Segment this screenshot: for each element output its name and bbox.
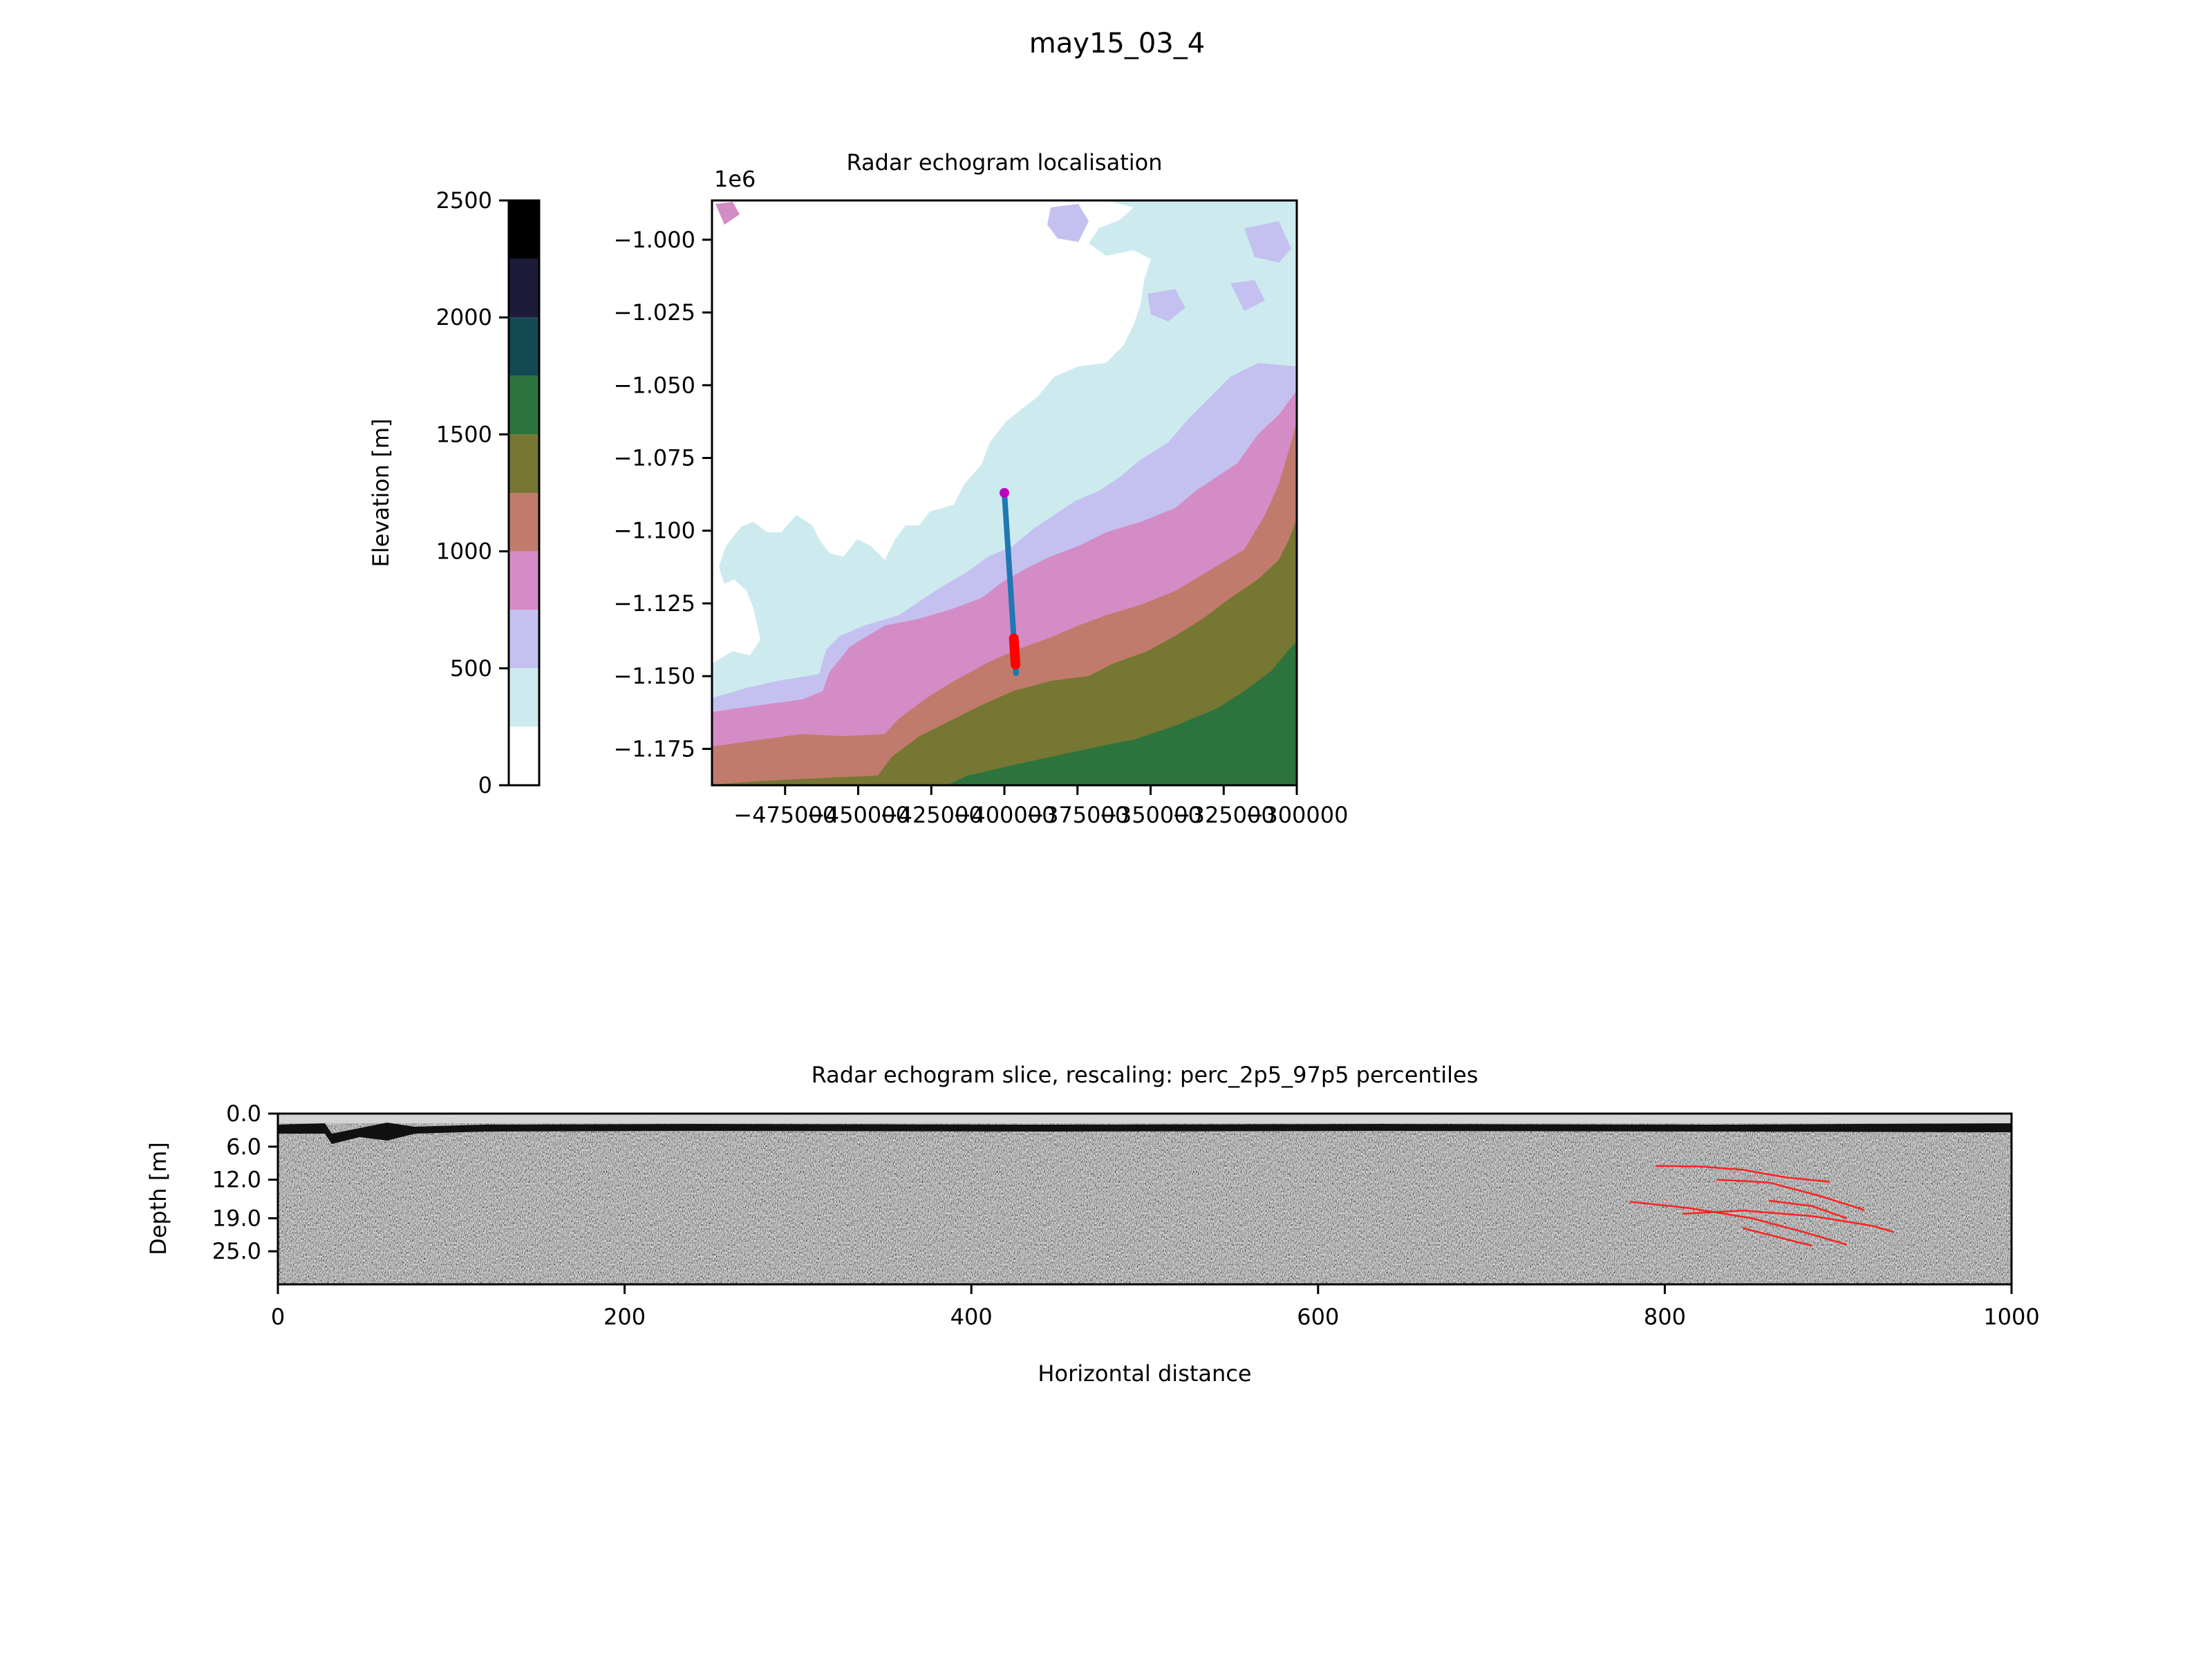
map-x-tick-label: −300000 [1246,802,1349,828]
echogram-y-tick-label: 6.0 [226,1134,261,1160]
map-y-tick-label: −1.125 [614,590,695,617]
map-island-4 [1230,280,1265,311]
colorbar-tick-label: 0 [478,772,492,798]
map-x-tick-label: −400000 [953,802,1056,828]
echogram-picked-layer-4 [1742,1227,1812,1247]
echogram-picked-layers [1630,1165,1894,1247]
map-x-tick-label: −475000 [733,802,836,828]
colorbar-ticks: 0 500 1000 1500 2000 2500 [436,187,509,798]
map-radar-track-start-marker [1000,488,1009,498]
map-island-3 [1147,289,1185,321]
map-y-tick-label: −1.000 [614,227,695,253]
map-x-tick-label: −350000 [1099,802,1202,828]
map-band-1500-1750 [947,641,1297,785]
colorbar-tick-label: 2000 [436,304,492,330]
colorbar-tick-label: 2500 [436,187,492,214]
echogram-near-surface [278,1114,2012,1123]
echogram-plot-area [278,1114,2012,1284]
echogram-x-ticks: 0 200 400 600 800 1000 [271,1284,2040,1330]
echogram-picked-layer-1 [1716,1179,1865,1211]
map-x-tick-label: −450000 [807,802,910,828]
colorbar-bin-5 [509,434,539,493]
colorbar-bins [509,200,539,785]
map-axes: Radar echogram localisation 1e6 −475000−… [614,149,1349,828]
map-y-tick-label: −1.050 [614,372,695,398]
colorbar-tick-label: 500 [450,655,492,682]
colorbar-bin-9 [509,200,539,259]
map-x-tick-label: −375000 [1026,802,1129,828]
echogram-ylabel: Depth [m] [145,1142,171,1255]
map-y-tick-label: −1.100 [614,518,695,544]
map-y-offset-text: 1e6 [714,166,756,192]
echogram-x-tick-label: 0 [271,1304,285,1330]
map-radar-track-highlight [1009,633,1021,670]
echogram-axes: Radar echogram slice, rescaling: perc_2p… [145,1062,2040,1387]
map-island-2 [1244,221,1291,263]
echogram-x-tick-label: 400 [950,1304,993,1330]
map-x-tick-label: −425000 [880,802,983,828]
colorbar: 0 500 1000 1500 2000 2500 Elevation [m] [368,187,541,798]
colorbar-bin-6 [509,375,539,435]
echogram-x-tick-label: 200 [603,1304,646,1330]
echogram-xlabel: Horizontal distance [1038,1360,1251,1387]
echogram-x-tick-label: 1000 [1983,1304,2039,1330]
map-x-tick-label: −325000 [1172,802,1275,828]
echogram-picked-layer-0 [1656,1165,1830,1183]
echogram-picked-layer-3 [1682,1209,1894,1233]
echogram-picked-layer-2 [1630,1201,1848,1246]
map-y-tick-label: −1.075 [614,444,695,471]
map-y-tick-label: −1.150 [614,663,695,689]
colorbar-frame [507,199,541,787]
figure-title: may15_03_4 [1029,28,1205,59]
colorbar-bin-1 [509,668,539,727]
echogram-y-tick-label: 12.0 [212,1167,261,1193]
echogram-x-tick-label: 600 [1297,1304,1339,1330]
colorbar-bin-3 [509,551,539,610]
echogram-texture [278,1114,2012,1284]
echogram-picked-layer-5 [1768,1199,1848,1219]
map-x-ticks: −475000−450000−425000−400000−375000−3500… [733,785,1348,828]
colorbar-bin-0 [509,727,539,785]
colorbar-bin-2 [509,610,539,668]
map-island-1 [1047,204,1089,242]
colorbar-bin-8 [509,259,539,318]
echogram-y-ticks: 0.0 6.0 12.0 19.0 25.0 [212,1100,278,1264]
map-band-1250-1500 [712,518,1297,785]
map-plot-area [712,200,1297,785]
echogram-surface-reflection [278,1123,2012,1144]
echogram-y-tick-label: 25.0 [212,1238,261,1264]
map-y-ticks: −1.000 −1.025 −1.050 −1.075 −1.100 −1.125 −1.1… [614,227,712,762]
colorbar-label: Elevation [m] [368,419,394,568]
echogram-x-tick-label: 800 [1644,1304,1686,1330]
echogram-y-tick-label: 19.0 [212,1205,261,1231]
map-y-tick-label: −1.175 [614,735,695,762]
map-title: Radar echogram localisation [847,149,1163,176]
map-island-5 [715,202,740,225]
echogram-frame [276,1112,2013,1286]
map-y-tick-label: −1.025 [614,299,695,326]
colorbar-tick-label: 1000 [436,538,492,565]
echogram-y-tick-label: 0.0 [226,1100,261,1127]
colorbar-bin-7 [509,317,539,376]
colorbar-tick-label: 1500 [436,421,492,447]
echogram-title: Radar echogram slice, rescaling: perc_2p… [812,1062,1479,1088]
colorbar-bin-4 [509,493,539,552]
